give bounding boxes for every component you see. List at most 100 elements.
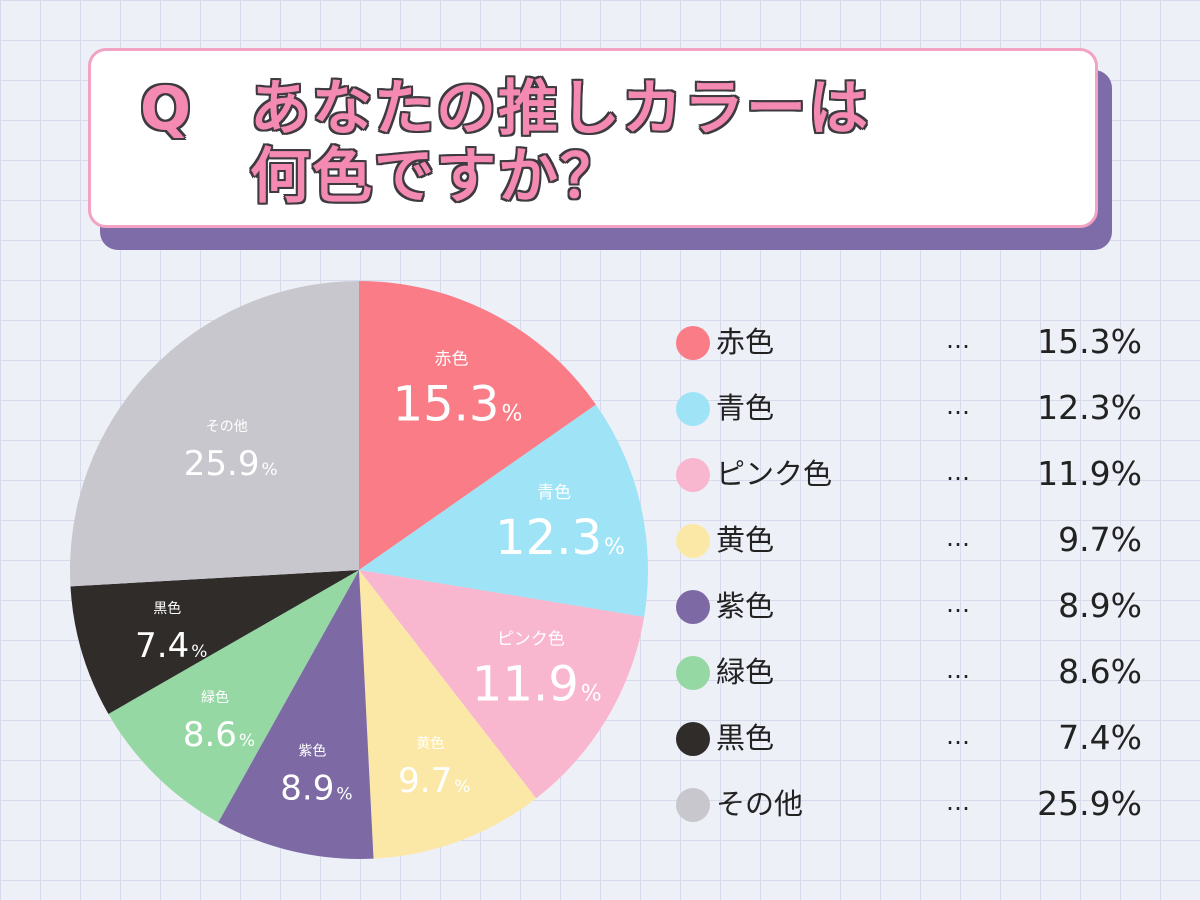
pie-slice-8	[69, 281, 359, 587]
legend-swatch	[676, 326, 710, 360]
legend-label: 青色	[716, 391, 775, 425]
legend-value-unit: %	[1110, 520, 1142, 559]
legend-value-number: 8.6	[1058, 652, 1111, 691]
pie-slice-2	[359, 404, 648, 618]
legend-value-unit: %	[1110, 652, 1142, 691]
pie-slice-4	[359, 570, 537, 859]
slice-value-number: 8.6	[183, 715, 237, 755]
slice-value-unit: %	[239, 731, 255, 751]
slice-label-name: 紫色	[298, 743, 326, 760]
slice-value-number: 9.7	[398, 761, 452, 801]
slice-value-unit: %	[581, 681, 602, 706]
slice-value-number: 15.3	[393, 377, 500, 433]
legend-value: 12.3%	[1037, 388, 1142, 428]
pie-slice-5	[218, 570, 374, 860]
legend-label: 紫色	[716, 589, 775, 623]
legend-swatch	[676, 788, 710, 822]
legend-item: ピンク色 … 11.9%	[674, 442, 1142, 508]
legend-value: 9.7%	[1058, 520, 1142, 560]
pie-slice-3	[359, 570, 645, 799]
chart-legend: 赤色 … 15.3% 青色 … 12.3% ピンク色 … 11.9% 黄色 … 9.7% 紫色 … 8.9%…	[674, 310, 1142, 838]
legend-swatch	[676, 656, 710, 690]
question-title-line-2: 何色ですか？	[250, 142, 622, 212]
legend-label: 緑色	[716, 655, 775, 689]
pie-slice-1	[359, 281, 596, 570]
slice-label-name: ピンク色	[497, 629, 565, 649]
slice-value-number: 11.9	[472, 656, 579, 712]
slice-value-unit: %	[501, 402, 522, 427]
legend-value-unit: %	[1110, 322, 1142, 361]
legend-value: 7.4%	[1058, 718, 1142, 758]
legend-item: 黒色 … 7.4%	[674, 706, 1142, 772]
question-title-box: Q あなたの推しカラーは 何色ですか？	[88, 48, 1098, 228]
legend-value-number: 15.3	[1037, 322, 1111, 361]
legend-separator: …	[946, 656, 970, 684]
legend-separator: …	[946, 458, 970, 486]
legend-item: その他 … 25.9%	[674, 772, 1142, 838]
pie-chart: 赤色 15.3% 青色 12.3% ピンク色 11.9% 黄色 9.7 % 紫色 8.9 % 緑色 8.6…	[69, 281, 648, 860]
legend-value-number: 25.9	[1037, 784, 1111, 823]
legend-separator: …	[946, 326, 970, 354]
slice-value-unit: %	[454, 777, 470, 797]
slice-value-number: 25.9	[184, 444, 260, 484]
legend-value-unit: %	[1110, 784, 1142, 823]
legend-value: 15.3%	[1037, 322, 1142, 362]
slice-value-unit: %	[261, 460, 277, 480]
legend-label: 黄色	[716, 523, 775, 557]
slice-value-unit: %	[604, 535, 625, 560]
slice-label-value: 11.9%	[472, 656, 602, 712]
legend-value: 8.6%	[1058, 652, 1142, 692]
legend-item: 緑色 … 8.6%	[674, 640, 1142, 706]
legend-separator: …	[946, 524, 970, 552]
legend-label: その他	[716, 787, 804, 821]
legend-swatch	[676, 458, 710, 492]
legend-value-unit: %	[1110, 718, 1142, 757]
legend-item: 黄色 … 9.7%	[674, 508, 1142, 574]
legend-separator: …	[946, 590, 970, 618]
legend-value-number: 12.3	[1037, 388, 1111, 427]
slice-label-value: 7.4%	[135, 626, 207, 666]
legend-item: 赤色 … 15.3%	[674, 310, 1142, 376]
legend-value: 25.9%	[1037, 784, 1142, 824]
slice-value-unit: %	[191, 642, 207, 662]
slice-label-name: 緑色	[201, 689, 229, 706]
legend-value-number: 9.7	[1058, 520, 1111, 559]
question-mark-q: Q	[140, 74, 194, 144]
legend-value: 11.9%	[1037, 454, 1142, 494]
slice-value-number: 12.3	[495, 510, 602, 566]
legend-swatch	[676, 524, 710, 558]
legend-swatch	[676, 590, 710, 624]
legend-swatch	[676, 722, 710, 756]
legend-value-number: 11.9	[1037, 454, 1111, 493]
legend-value-unit: %	[1110, 586, 1142, 625]
legend-label: 黒色	[716, 721, 775, 755]
legend-separator: …	[946, 392, 970, 420]
slice-label-value: 8.6%	[183, 715, 255, 755]
legend-value: 8.9%	[1058, 586, 1142, 626]
pie-slice-7	[70, 570, 360, 714]
legend-label: ピンク色	[716, 457, 833, 491]
legend-value-unit: %	[1110, 388, 1142, 427]
legend-value-number: 8.9	[1058, 586, 1111, 625]
slice-label-name: その他	[206, 419, 248, 435]
legend-swatch	[676, 392, 710, 426]
slice-label-value: 9.7%	[398, 761, 470, 801]
question-title: あなたの推しカラーは 何色ですか？	[250, 75, 870, 211]
legend-item: 青色 … 12.3%	[674, 376, 1142, 442]
slice-label-value: 12.3%	[495, 510, 625, 566]
slice-label-name: 黄色	[416, 735, 444, 752]
legend-value-number: 7.4	[1058, 718, 1111, 757]
slice-label-value: 25.9%	[184, 444, 278, 484]
slice-label-value: 8.9%	[280, 769, 352, 809]
legend-label: 赤色	[716, 325, 775, 359]
question-title-line-1: あなたの推しカラーは	[250, 74, 870, 144]
legend-separator: …	[946, 722, 970, 750]
slice-value-number: 7.4	[135, 626, 189, 666]
slice-label-name: 赤色	[434, 350, 468, 370]
legend-value-unit: %	[1110, 454, 1142, 493]
pie-slice-6	[108, 570, 359, 823]
slice-label-name: 黒色	[153, 600, 181, 617]
legend-item: 紫色 … 8.9%	[674, 574, 1142, 640]
slice-value-number: 8.9	[280, 769, 334, 809]
